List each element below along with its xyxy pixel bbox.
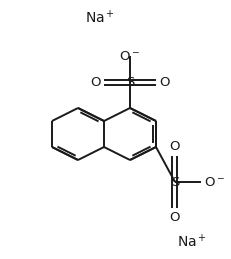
Text: O: O (158, 76, 169, 89)
Text: O$^-$: O$^-$ (203, 176, 224, 189)
Text: S: S (125, 76, 134, 89)
Text: Na$^+$: Na$^+$ (85, 9, 115, 27)
Text: O$^-$: O$^-$ (119, 49, 140, 62)
Text: O: O (169, 140, 179, 153)
Text: S: S (170, 176, 178, 189)
Text: O: O (90, 76, 100, 89)
Text: Na$^+$: Na$^+$ (176, 233, 206, 251)
Text: O: O (169, 211, 179, 224)
